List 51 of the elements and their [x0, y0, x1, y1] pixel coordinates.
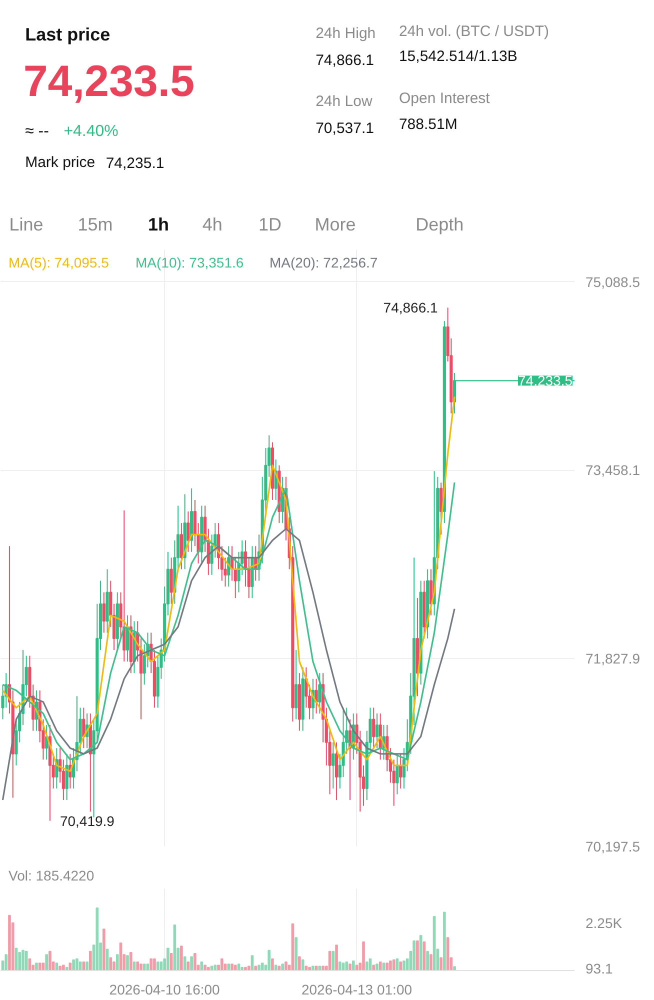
- text: 15m: [78, 214, 113, 234]
- annotation: 74,866.1: [383, 300, 438, 316]
- text: 1D: [258, 214, 282, 234]
- text: 24h High: [316, 25, 376, 42]
- text: Mark price: [25, 154, 96, 171]
- candlestick: [186, 511, 190, 552]
- candlestick: [375, 712, 379, 749]
- annotation: 70,419.9: [60, 812, 115, 829]
- text: 24h vol. (BTC / USDT): [398, 23, 549, 40]
- text: Last price: [25, 24, 110, 44]
- candlestick: [372, 707, 376, 749]
- y-tick-label: 75,088.5: [586, 274, 640, 290]
- text: 74,233.5: [23, 57, 195, 106]
- text: 788.51M: [398, 116, 458, 133]
- candlestick: [332, 742, 335, 789]
- candlestick: [399, 753, 402, 789]
- text: Depth: [416, 214, 464, 234]
- x-tick-label: 2026-04-10 16:00: [109, 982, 220, 998]
- text: Line: [9, 214, 44, 234]
- candlestick: [294, 650, 298, 720]
- text: 74,866.1: [316, 52, 374, 69]
- text: MA(10): 73,351.6: [136, 254, 244, 270]
- candlestick: [334, 742, 338, 801]
- text: 74,235.1: [106, 155, 164, 172]
- candlestick: [102, 592, 106, 634]
- candlestick: [180, 522, 183, 570]
- candlestick: [65, 753, 68, 801]
- text: MA(20): 72,256.7: [270, 254, 378, 270]
- line-series: [2, 528, 456, 801]
- y-tick-label: 73,458.1: [586, 462, 640, 478]
- line-series: [2, 482, 456, 760]
- text: 15,542.514/1.13B: [398, 48, 518, 65]
- x-tick-label: 2026-04-13 01:00: [301, 982, 412, 998]
- ref-line-label: 74,233.5: [518, 372, 573, 389]
- y-tick-label: 93.1: [586, 960, 613, 977]
- text: +4.40%: [64, 123, 118, 140]
- text: 4h: [202, 214, 222, 234]
- y-tick-label: 2.25K: [586, 914, 623, 931]
- chart-title: Vol: 185.4220: [8, 868, 94, 884]
- candlestick: [170, 557, 173, 604]
- text: Open Interest: [398, 90, 491, 107]
- text: ≈ --: [25, 123, 49, 140]
- text: 1h: [148, 214, 169, 234]
- text: MA(5): 74,095.5: [8, 254, 110, 270]
- text: More: [314, 214, 356, 234]
- y-tick-label: 70,197.5: [586, 838, 640, 854]
- text: 24h Low: [316, 93, 372, 110]
- candlestick: [318, 672, 322, 714]
- candlestick: [396, 753, 399, 795]
- text: 70,537.1: [316, 120, 374, 137]
- y-tick-label: 71,827.9: [586, 650, 640, 666]
